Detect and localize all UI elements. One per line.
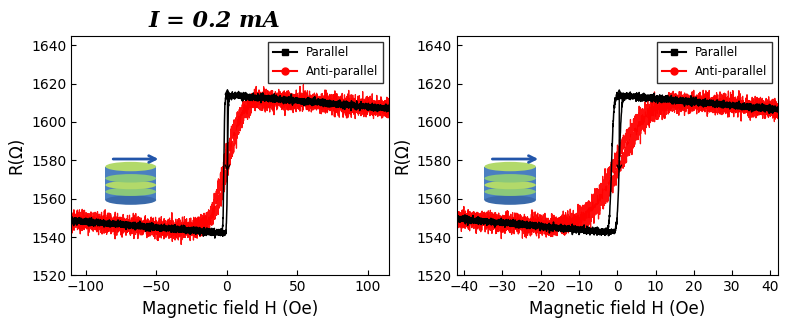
Legend: Parallel, Anti-parallel: Parallel, Anti-parallel (268, 41, 384, 83)
Y-axis label: R(Ω): R(Ω) (8, 137, 25, 174)
FancyBboxPatch shape (484, 167, 536, 200)
Legend: Parallel, Anti-parallel: Parallel, Anti-parallel (657, 41, 773, 83)
Ellipse shape (106, 162, 156, 171)
Ellipse shape (484, 162, 536, 171)
Ellipse shape (106, 188, 156, 196)
Y-axis label: R(Ω): R(Ω) (393, 137, 410, 174)
Ellipse shape (106, 181, 156, 189)
X-axis label: Magnetic field H (Oe): Magnetic field H (Oe) (142, 300, 318, 318)
Ellipse shape (484, 188, 536, 196)
Text: I = 0.2 mA: I = 0.2 mA (148, 10, 280, 32)
Ellipse shape (106, 174, 156, 182)
Ellipse shape (106, 195, 156, 205)
Ellipse shape (484, 195, 536, 205)
X-axis label: Magnetic field H (Oe): Magnetic field H (Oe) (530, 300, 705, 318)
FancyBboxPatch shape (106, 167, 156, 200)
Ellipse shape (484, 174, 536, 182)
Ellipse shape (484, 181, 536, 189)
